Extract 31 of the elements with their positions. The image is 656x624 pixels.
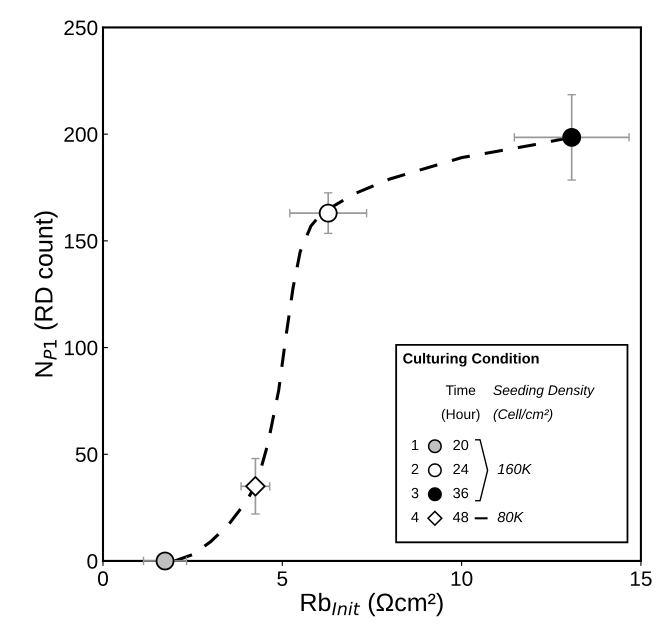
y-tick-label: 0 — [87, 554, 98, 569]
annotation: 20 — [453, 440, 468, 450]
x-tick-label: 5 — [277, 571, 288, 586]
annotation: 160K — [498, 464, 532, 474]
point — [562, 128, 582, 147]
x-axis-title: Rb$_{Init}$ (Ωcm²) — [302, 592, 443, 616]
y-tick-label: 100 — [64, 340, 98, 356]
annotation: 36 — [453, 488, 468, 498]
y-tick-label: 50 — [76, 447, 98, 462]
legend-label: 2 — [412, 464, 418, 474]
legend-label: 3 — [411, 488, 418, 498]
annotation: Time — [446, 384, 476, 396]
point — [245, 476, 266, 497]
legend-label: 4 — [411, 512, 419, 522]
legend-label: 1 — [412, 440, 418, 450]
point — [156, 552, 174, 570]
annotation: 80K — [498, 512, 524, 522]
annotation: (Cell/cm²) — [494, 408, 552, 422]
y-tick-label: 150 — [64, 234, 98, 249]
y-tick-label: 250 — [64, 20, 98, 36]
x-tick-label: 15 — [630, 571, 652, 586]
annotation: (Hour) — [442, 408, 480, 422]
annotation: 24 — [453, 464, 468, 474]
y-axis-title: N$_{P1}$ (RD count) — [34, 212, 58, 376]
y-tick-label: 200 — [64, 127, 98, 142]
legend-title: Culturing Condition — [403, 352, 539, 367]
annotation: Seeding Density — [493, 384, 595, 398]
x-tick-label: 10 — [452, 571, 472, 586]
point — [318, 204, 338, 223]
annotation: 48 — [452, 512, 468, 522]
x-tick-label: 0 — [98, 571, 108, 586]
